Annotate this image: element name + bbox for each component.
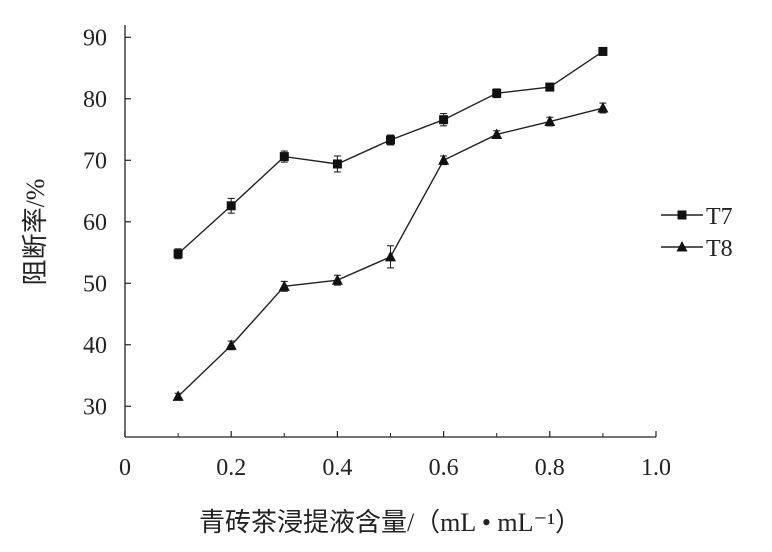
data-point-t8 — [438, 154, 450, 165]
data-point-t8 — [225, 339, 237, 350]
data-point-t7 — [386, 135, 395, 145]
data-point-t7 — [492, 88, 502, 98]
legend-label-t7: T7 — [706, 204, 733, 230]
data-point-t7 — [279, 152, 289, 162]
y-tick-label: 30 — [83, 394, 107, 420]
x-tick-label: 1.0 — [641, 455, 671, 481]
legend-label-t8: T8 — [706, 236, 733, 262]
legend-marker-t8 — [676, 241, 688, 252]
data-point-t7 — [545, 82, 555, 92]
data-point-t7 — [332, 159, 342, 169]
data-point-t8 — [597, 102, 609, 113]
y-tick-label: 50 — [83, 271, 107, 297]
data-point-t8 — [331, 274, 343, 285]
series-line-t7 — [177, 50, 604, 255]
data-point-t7 — [173, 249, 183, 259]
y-tick-label: 80 — [83, 87, 107, 113]
x-tick-label: 0.4 — [322, 455, 352, 481]
data-point-t8 — [385, 250, 396, 262]
x-tick-label: 0.6 — [429, 455, 459, 481]
y-tick-label: 60 — [83, 210, 107, 236]
data-point-t7 — [226, 201, 236, 211]
x-tick-label: 0 — [119, 455, 131, 481]
y-tick-label: 40 — [83, 333, 107, 359]
y-tick-label: 70 — [83, 148, 107, 174]
y-tick-label: 90 — [83, 25, 107, 51]
data-point-t8 — [278, 280, 290, 291]
x-axis-label: 青砖茶浸提液含量/（mL • mL⁻¹） — [199, 508, 581, 537]
data-point-t8 — [491, 128, 503, 139]
data-point-t7 — [439, 115, 449, 125]
data-point-t7 — [598, 46, 608, 56]
x-tick-label: 0.8 — [535, 455, 565, 481]
y-axis-label: 阻断率/% — [21, 179, 50, 286]
data-point-t8 — [172, 390, 184, 401]
legend-marker-t7 — [677, 210, 687, 220]
x-tick-label: 0.2 — [216, 455, 246, 481]
data-point-t8 — [544, 115, 556, 127]
